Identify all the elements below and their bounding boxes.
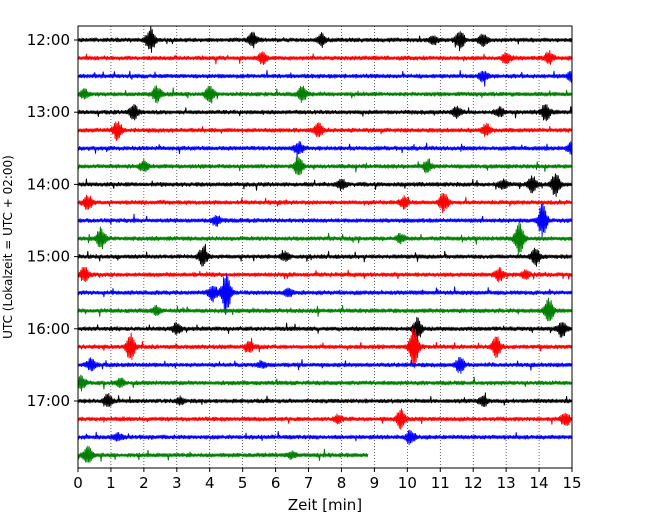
trace-row-8 — [77, 173, 572, 197]
trace-row-12 — [77, 243, 572, 267]
x-tick-label: 12 — [464, 474, 483, 492]
trace-row-2 — [77, 69, 572, 87]
trace-row-18 — [77, 356, 572, 374]
x-tick-label: 3 — [172, 474, 182, 492]
x-axis-label: Zeit [min] — [288, 496, 362, 514]
trace-row-20 — [77, 392, 572, 408]
seismic-traces — [77, 25, 572, 463]
trace-row-11 — [77, 222, 572, 256]
trace-row-13 — [77, 266, 572, 283]
y-axis-label: UTC (Lokalzeit = UTC + 02:00) — [1, 155, 15, 339]
plot-background — [78, 26, 572, 468]
trace-row-15 — [77, 297, 572, 322]
trace-row-10 — [77, 203, 572, 238]
trace-row-7 — [77, 156, 572, 176]
x-tick-label: 0 — [73, 474, 83, 492]
trace-row-21 — [77, 408, 572, 430]
trace-row-1 — [77, 50, 572, 65]
trace-row-23 — [77, 445, 369, 463]
x-axis-ticks: 0 1 2 3 4 5 6 7 8 9 10 11 12 13 14 15 — [73, 468, 582, 492]
trace-row-4 — [77, 103, 572, 122]
x-tick-label: 15 — [562, 474, 581, 492]
x-tick-label: 14 — [530, 474, 549, 492]
trace-row-16 — [77, 316, 572, 342]
x-tick-label: 7 — [304, 474, 314, 492]
trace-row-22 — [77, 429, 572, 446]
y-tick-label: 16:00 — [27, 320, 70, 338]
x-tick-label: 8 — [337, 474, 347, 492]
trace-row-3 — [77, 85, 572, 104]
y-tick-label: 17:00 — [27, 392, 70, 410]
x-tick-label: 5 — [238, 474, 248, 492]
y-tick-label: 13:00 — [27, 103, 70, 121]
x-tick-label: 1 — [106, 474, 116, 492]
x-tick-label: 2 — [139, 474, 149, 492]
plot-frame — [77, 25, 573, 469]
x-tick-label: 9 — [370, 474, 380, 492]
trace-row-0 — [77, 25, 572, 53]
y-tick-label: 15:00 — [27, 248, 70, 266]
trace-row-5 — [77, 121, 572, 141]
y-axis-ticks: 12:00 13:00 14:00 15:00 16:00 17:00 — [27, 31, 78, 410]
trace-row-14 — [77, 274, 572, 315]
x-tick-label: 11 — [431, 474, 450, 492]
trace-row-6 — [77, 141, 572, 157]
x-tick-label: 13 — [497, 474, 516, 492]
trace-row-17 — [77, 327, 572, 369]
y-tick-label: 14:00 — [27, 175, 70, 193]
x-tick-label: 6 — [271, 474, 281, 492]
y-tick-label: 12:00 — [27, 31, 70, 49]
x-tick-label: 10 — [398, 474, 417, 492]
trace-row-19 — [77, 374, 572, 392]
x-tick-label: 4 — [205, 474, 215, 492]
trace-row-9 — [77, 192, 572, 214]
